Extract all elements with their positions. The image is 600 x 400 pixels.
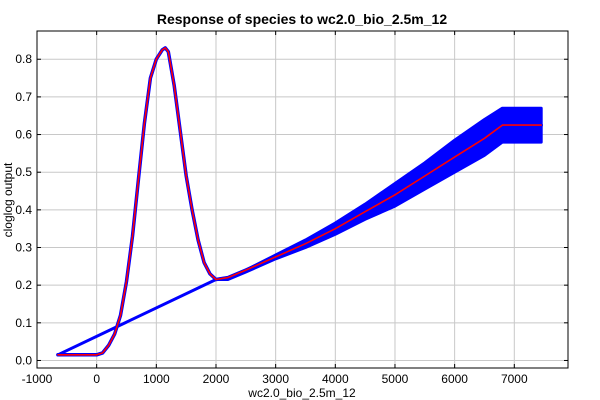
y-tick-label: 0.0 [15,353,32,367]
y-tick-label: 0.7 [15,90,32,104]
y-tick-label: 0.1 [15,316,32,330]
x-tick-label: 5000 [382,372,409,386]
y-tick-label: 0.3 [15,241,32,255]
x-axis-label: wc2.0_bio_2.5m_12 [247,386,356,400]
x-tick-label: 7000 [501,372,528,386]
x-tick-label: 1000 [143,372,170,386]
x-tick-label: 0 [93,372,100,386]
x-tick-label: 6000 [441,372,468,386]
y-tick-label: 0.6 [15,128,32,142]
y-axis-label: cloglog output [1,162,15,237]
grid [36,31,568,368]
x-tick-label: -1000 [22,372,53,386]
axis-ticks: -1000 0 1000 2000 3000 4000 5000 6000 7000 0.0 0.1… [15,31,568,386]
x-tick-label: 2000 [203,372,230,386]
y-tick-label: 0.8 [15,52,32,66]
y-tick-label: 0.4 [15,203,32,217]
y-tick-label: 0.2 [15,278,32,292]
series-lines [56,46,543,357]
y-tick-label: 0.5 [15,165,32,179]
x-tick-label: 4000 [322,372,349,386]
mean-response-line [57,47,543,356]
chart-title: Response of species to wc2.0_bio_2.5m_12 [157,11,447,27]
x-tick-label: 3000 [262,372,289,386]
plot-frame [36,30,569,369]
